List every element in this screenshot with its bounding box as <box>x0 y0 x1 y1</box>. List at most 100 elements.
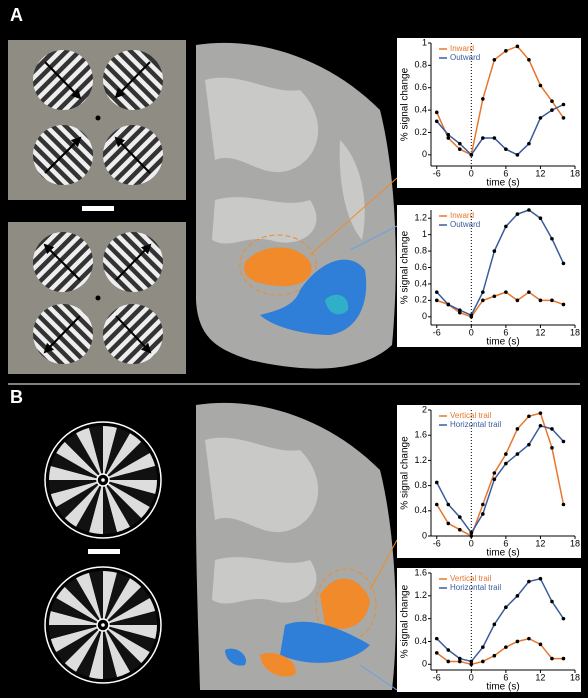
y-tick-label: 0.4 <box>414 505 427 515</box>
data-point <box>470 153 474 157</box>
x-tick-label: -6 <box>433 538 441 548</box>
x-tick-label: 0 <box>469 538 474 548</box>
data-point <box>446 303 450 307</box>
data-point <box>493 58 497 62</box>
data-point <box>504 605 508 609</box>
data-point <box>493 136 497 140</box>
data-point <box>527 637 531 641</box>
y-tick-label: 1.6 <box>414 430 427 440</box>
data-point <box>516 594 520 598</box>
data-point <box>504 225 508 229</box>
data-point <box>527 290 531 294</box>
x-axis-label: time (s) <box>486 682 519 693</box>
data-point <box>550 299 554 303</box>
data-point <box>446 133 450 137</box>
y-tick-label: 0.4 <box>414 104 427 114</box>
data-point <box>516 212 520 216</box>
legend-label: Vertical trail <box>450 411 492 420</box>
legend-label: Horizontal trail <box>450 420 501 429</box>
x-tick-label: 12 <box>535 672 545 682</box>
y-tick-label: 2 <box>422 404 427 414</box>
y-tick-label: 1.2 <box>414 455 427 465</box>
x-axis-label: time (s) <box>486 178 519 189</box>
data-point <box>435 651 439 655</box>
x-tick-label: 0 <box>469 168 474 178</box>
data-point <box>481 299 485 303</box>
x-tick-label: 12 <box>535 327 545 337</box>
legend-label: Horizontal trail <box>450 583 501 592</box>
data-point <box>481 645 485 649</box>
data-point <box>458 657 462 661</box>
data-point <box>516 427 520 431</box>
y-tick-label: 0 <box>422 149 427 159</box>
data-point <box>539 84 543 88</box>
data-point <box>481 136 485 140</box>
data-point <box>550 99 554 103</box>
data-point <box>562 503 566 507</box>
x-tick-label: -6 <box>433 168 441 178</box>
fixation <box>101 478 105 482</box>
legend-label: Inward <box>450 44 474 53</box>
data-point <box>527 580 531 584</box>
scale-bar <box>82 206 114 211</box>
y-tick-label: 0.8 <box>414 60 427 70</box>
data-point <box>446 522 450 526</box>
data-point <box>446 660 450 664</box>
data-point <box>493 294 497 298</box>
y-tick-label: 1.2 <box>414 213 427 223</box>
data-point <box>516 640 520 644</box>
data-point <box>446 136 450 140</box>
scale-bar <box>88 549 120 554</box>
data-point <box>562 617 566 621</box>
x-axis-label: time (s) <box>486 548 519 559</box>
y-axis-label: % signal change <box>400 230 411 304</box>
x-tick-label: 12 <box>535 538 545 548</box>
y-tick-label: 1.6 <box>414 567 427 577</box>
y-tick-label: 0.2 <box>414 295 427 305</box>
data-point <box>562 657 566 661</box>
panel-label: B <box>10 387 23 407</box>
data-point <box>446 503 450 507</box>
y-tick-label: 0.8 <box>414 613 427 623</box>
data-point <box>470 531 474 535</box>
data-point <box>493 471 497 475</box>
legend-label: Inward <box>450 211 474 220</box>
data-point <box>562 262 566 266</box>
y-tick-label: 0.8 <box>414 245 427 255</box>
data-point <box>458 147 462 151</box>
data-point <box>516 452 520 456</box>
y-tick-label: 0.4 <box>414 278 427 288</box>
data-point <box>493 249 497 253</box>
data-point <box>550 237 554 241</box>
y-tick-label: 1 <box>422 37 427 47</box>
data-point <box>470 313 474 317</box>
stimulus-a2 <box>8 222 186 374</box>
data-point <box>481 503 485 507</box>
y-tick-label: 1 <box>422 229 427 239</box>
y-tick-label: 1.2 <box>414 590 427 600</box>
x-tick-label: 18 <box>570 538 580 548</box>
x-tick-label: 12 <box>535 168 545 178</box>
data-point <box>470 660 474 664</box>
data-point <box>481 512 485 516</box>
y-tick-label: 0.8 <box>414 480 427 490</box>
data-point <box>562 440 566 444</box>
y-tick-label: 0.6 <box>414 262 427 272</box>
x-tick-label: -6 <box>433 672 441 682</box>
data-point <box>550 446 554 450</box>
data-point <box>539 299 543 303</box>
data-point <box>516 299 520 303</box>
y-tick-label: 0 <box>422 659 427 669</box>
x-tick-label: 18 <box>570 168 580 178</box>
data-point <box>550 657 554 661</box>
data-point <box>435 111 439 115</box>
chart-box <box>397 205 581 347</box>
data-point <box>516 153 520 157</box>
data-point <box>435 481 439 485</box>
data-point <box>481 290 485 294</box>
data-point <box>458 142 462 146</box>
data-point <box>550 108 554 112</box>
data-point <box>504 462 508 466</box>
